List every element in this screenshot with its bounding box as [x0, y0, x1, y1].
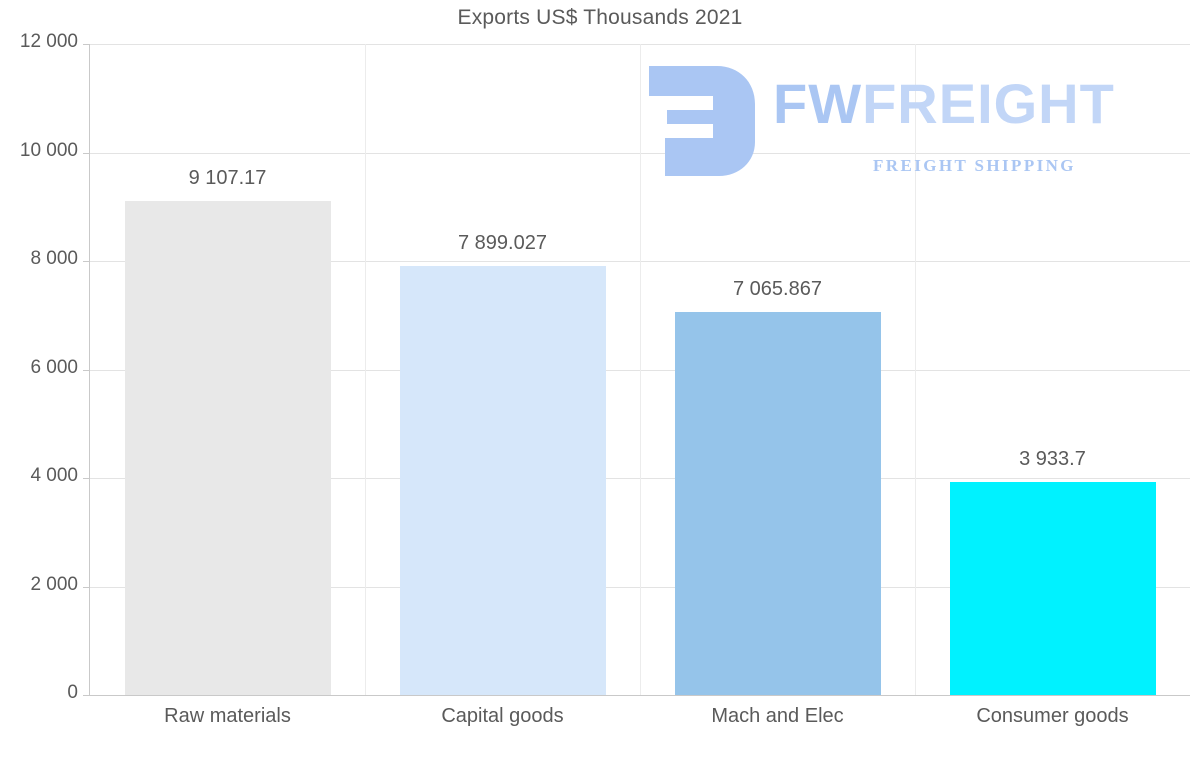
y-axis-tick-mark [83, 261, 90, 262]
chart-title: Exports US$ Thousands 2021 [457, 6, 743, 29]
bar[interactable] [399, 266, 606, 695]
bar[interactable] [124, 200, 331, 695]
y-axis-tick-mark [83, 695, 90, 696]
x-axis-category-label: Raw materials [164, 705, 291, 727]
y-axis-tick-mark [83, 152, 90, 154]
bar-value-label: 9 107.17 [188, 166, 267, 189]
bar-value-label: 7 899.027 [458, 232, 547, 255]
gridline [90, 695, 1190, 696]
y-axis-tick-label: 10 000 [19, 139, 78, 161]
category-separator [640, 44, 641, 695]
y-axis-tick-label: 8 000 [30, 248, 78, 269]
y-axis-tick-label: 0 [67, 682, 78, 703]
y-axis-tick-mark [83, 369, 90, 371]
y-axis-tick-label: 2 000 [30, 573, 78, 595]
bar[interactable] [949, 481, 1156, 695]
y-axis-tick-label: 6 000 [30, 356, 78, 378]
y-axis-tick-label: 4 000 [30, 465, 78, 486]
x-axis-category-label: Consumer goods [976, 705, 1129, 727]
y-axis-tick-mark [83, 586, 90, 588]
bar-value-label: 7 065.867 [733, 277, 822, 300]
y-axis-tick-mark [83, 44, 90, 45]
category-separator [365, 44, 366, 695]
y-axis-tick-label: 12 000 [19, 31, 78, 52]
bar-value-label: 3 933.7 [1019, 447, 1086, 470]
plot-area [90, 44, 1190, 696]
bar[interactable] [674, 311, 881, 695]
category-separator [915, 44, 916, 695]
y-axis-tick-mark [83, 478, 90, 479]
x-axis-category-label: Mach and Elec [711, 705, 844, 727]
x-axis-category-label: Capital goods [441, 705, 564, 727]
